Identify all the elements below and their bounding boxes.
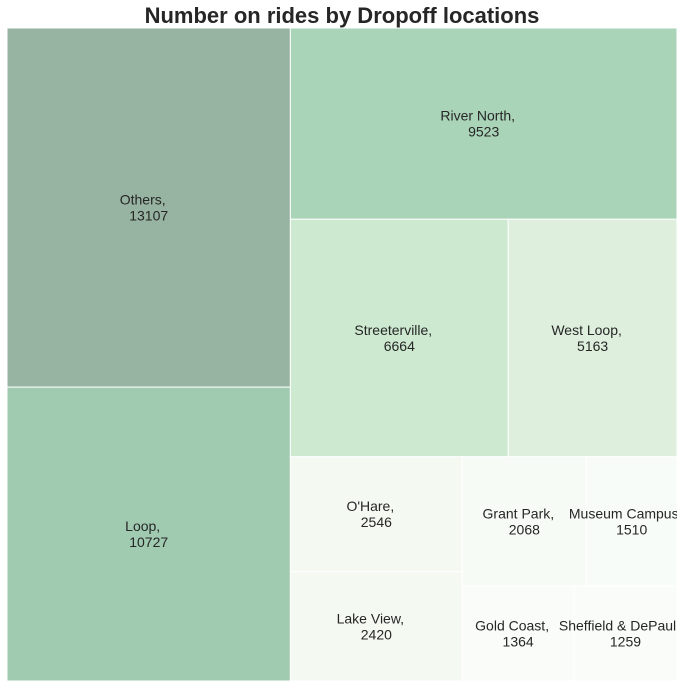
tile-o-hare: O'Hare,2546 <box>289 456 463 573</box>
treemap-tile <box>461 585 575 681</box>
tile-label: O'Hare, <box>346 498 394 514</box>
tile-label: Lake View, <box>337 610 404 626</box>
tile-value: 1364 <box>503 634 534 650</box>
chart-title: Number on rides by Dropoff locations <box>144 3 540 28</box>
tile-label: Loop, <box>125 518 160 534</box>
tile-streeterville: Streeterville,6664 <box>289 218 509 458</box>
tile-label: River North, <box>440 108 515 124</box>
tile-label: Grant Park, <box>483 505 555 521</box>
tile-gold-coast: Gold Coast,1364 <box>461 585 575 681</box>
tile-label: Museum Campus, <box>569 505 677 521</box>
tile-label: West Loop, <box>551 322 622 338</box>
tile-value: 13107 <box>129 208 168 224</box>
tile-museum-campus: Museum Campus,1510 <box>569 456 677 587</box>
tile-river-north: River North,9523 <box>289 28 677 220</box>
treemap-tile <box>461 456 587 587</box>
tile-value: 2420 <box>361 626 392 642</box>
treemap-tile <box>289 571 463 681</box>
treemap-tile <box>289 28 677 220</box>
tile-value: 10727 <box>129 534 168 550</box>
tile-label: Streeterville, <box>354 322 432 338</box>
tile-value: 1510 <box>616 521 647 537</box>
treemap-tile <box>7 386 291 681</box>
tile-grant-park: Grant Park,2068 <box>461 456 587 587</box>
tile-value: 9523 <box>468 124 499 140</box>
treemap-plot-area: Others, 13107 Loop, 10727 River North, 9523 St… <box>7 28 677 681</box>
tile-label: Others, <box>120 192 166 208</box>
tile-value: 2546 <box>361 514 392 530</box>
tile-west-loop: West Loop,5163 <box>507 218 677 458</box>
treemap-tile <box>7 28 291 388</box>
tile-value: 1259 <box>610 634 641 650</box>
treemap-tile <box>289 218 509 458</box>
tile-label: Sheffield & DePaul, <box>559 618 677 634</box>
tile-lake-view: Lake View,2420 <box>289 571 463 681</box>
tile-label: Gold Coast, <box>475 618 549 634</box>
tile-value: 2068 <box>509 521 540 537</box>
tile-value: 6664 <box>384 338 415 354</box>
tile-sheffield-and-depaul: Sheffield & DePaul,1259 <box>559 585 677 681</box>
treemap-tile <box>507 218 677 458</box>
treemap-tile <box>585 456 677 587</box>
tile-value: 5163 <box>577 338 608 354</box>
tile-loop: Loop,10727 <box>7 386 291 681</box>
tile-others: Others,13107 <box>7 28 291 388</box>
